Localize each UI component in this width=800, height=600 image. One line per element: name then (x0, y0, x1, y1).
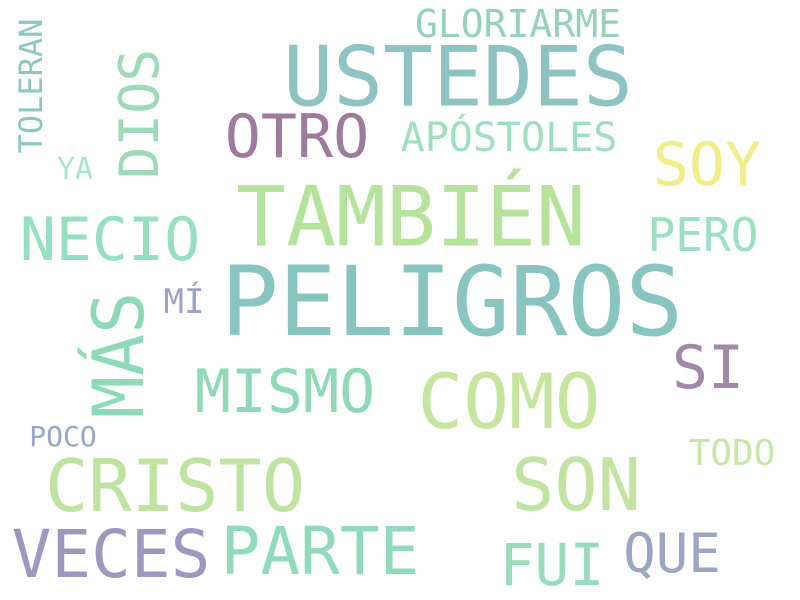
word-tambien: TAMBIÉN (236, 168, 586, 266)
word-cristo: CRISTO (44, 444, 306, 528)
word-necio: NECIO (19, 205, 201, 275)
word-dios: DIOS (108, 48, 171, 180)
word-que: QUE (623, 522, 721, 585)
word-son: SON (510, 443, 642, 527)
word-como: COMO (417, 357, 601, 446)
word-otro: OTRO (224, 102, 370, 172)
word-soy: SOY (652, 130, 762, 200)
word-fui: FUI (499, 531, 605, 599)
word-parte: PARTE (220, 513, 420, 590)
word-mismo: MISMO (194, 357, 376, 427)
word-peligros: PELIGROS (220, 246, 684, 358)
word-pero: PERO (647, 208, 759, 262)
word-veces: VECES (11, 516, 211, 593)
word-gloriarme: GLORIARME (415, 2, 621, 46)
word-ustedes: USTEDES (283, 28, 633, 126)
word-todo: TODO (688, 433, 776, 474)
word-poco: POCO (29, 420, 97, 453)
word-apostoles: APÓSTOLES (400, 115, 618, 161)
word-mi: MÍ (163, 282, 205, 322)
word-mas: MÁS (78, 291, 160, 419)
word-si: SI (671, 333, 745, 403)
word-ya: YA (56, 152, 94, 187)
word-toleran: TOLERAN (12, 18, 50, 154)
